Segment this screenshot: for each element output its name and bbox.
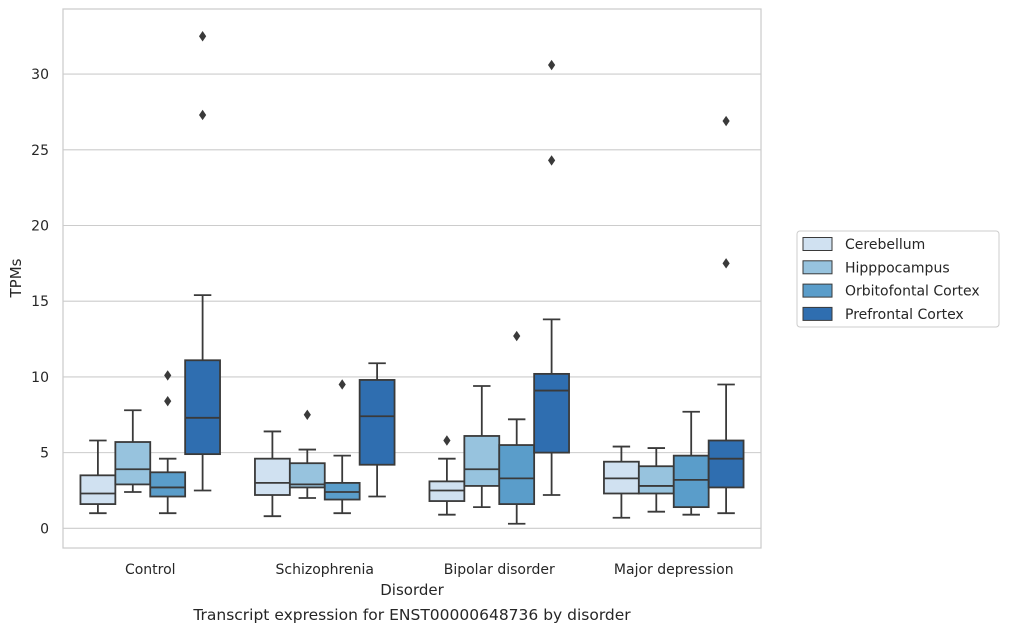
box-iqr: [184, 359, 221, 456]
box-prefrontal-cortex-0: [184, 31, 221, 492]
box-cerebellum-2: [428, 435, 466, 516]
gridlines: [63, 73, 761, 529]
box-iqr: [79, 474, 117, 505]
y-tick-label: 30: [31, 67, 49, 83]
outlier-point: [199, 31, 207, 42]
box-iqr: [498, 444, 536, 505]
y-tick-label: 5: [40, 446, 49, 462]
box-iqr: [149, 471, 187, 498]
x-tick-label: Major depression: [614, 562, 734, 578]
outlier-point: [443, 435, 451, 446]
outlier-point: [548, 59, 556, 71]
outlier-point: [722, 258, 730, 269]
legend-label: Cerebellum: [845, 237, 925, 253]
box-iqr: [114, 441, 152, 486]
outlier-point: [548, 155, 556, 166]
box-iqr: [637, 465, 675, 495]
box-iqr: [707, 439, 745, 489]
box-orbitofontal-cortex-3: [672, 410, 710, 516]
y-tick-label: 20: [31, 219, 49, 235]
box-orbitofontal-cortex-0: [149, 370, 187, 515]
box-hipppocampus-1: [288, 409, 326, 499]
legend-label: Prefrontal Cortex: [845, 307, 964, 323]
outlier-point: [338, 379, 346, 390]
boxes: [79, 31, 745, 525]
legend-label: Orbitofontal Cortex: [845, 284, 980, 300]
x-tick-label: Bipolar disorder: [444, 562, 555, 578]
legend: Cerebellum Hipppocampus Orbitofontal Corte…: [796, 230, 1000, 328]
outlier-point: [722, 115, 730, 127]
legend-swatch: [802, 306, 833, 321]
box-orbitofontal-cortex-1: [323, 379, 361, 515]
y-tick-label: 0: [40, 521, 49, 537]
y-tick-label: 15: [31, 294, 49, 310]
box-prefrontal-cortex-1: [358, 362, 396, 498]
y-axis-label: TPMs: [7, 258, 25, 298]
box-orbitofontal-cortex-2: [498, 330, 536, 525]
box-iqr: [672, 454, 710, 509]
x-tick-label: Control: [125, 562, 176, 578]
box-prefrontal-cortex-2: [533, 59, 570, 496]
y-tick-label: 10: [31, 370, 49, 386]
box-iqr: [288, 462, 326, 489]
outlier-point: [164, 370, 172, 381]
box-iqr: [463, 435, 501, 487]
y-tick-label: 25: [31, 143, 49, 159]
legend-label: Hipppocampus: [845, 260, 950, 276]
legend-swatch: [802, 283, 833, 298]
legend-frame: [796, 230, 1000, 328]
outlier-point: [303, 409, 311, 420]
box-hipppocampus-0: [114, 409, 152, 493]
legend-swatch: [802, 260, 833, 275]
chart-caption: Transcript expression for ENST0000064873…: [193, 606, 631, 624]
box-prefrontal-cortex-3: [707, 115, 745, 515]
x-axis-label: Disorder: [380, 581, 444, 599]
legend-swatch: [802, 237, 833, 251]
x-tick-labels: Control Schizophrenia Bipolar disorder Majo…: [125, 562, 734, 578]
x-tick-label: Schizophrenia: [276, 562, 374, 578]
box-iqr: [254, 457, 291, 496]
outlier-point: [164, 395, 172, 407]
y-tick-labels: 0 5 10 15 20 25 30: [31, 67, 49, 537]
box-hipppocampus-3: [637, 447, 675, 513]
outlier-point: [513, 330, 521, 342]
box-cerebellum-1: [254, 430, 291, 518]
box-cerebellum-3: [603, 445, 640, 519]
outlier-point: [199, 109, 207, 121]
box-iqr: [533, 372, 570, 454]
box-hipppocampus-2: [463, 385, 501, 509]
box-cerebellum-0: [79, 439, 117, 515]
plot-frame: [62, 8, 762, 549]
box-iqr: [358, 379, 396, 466]
